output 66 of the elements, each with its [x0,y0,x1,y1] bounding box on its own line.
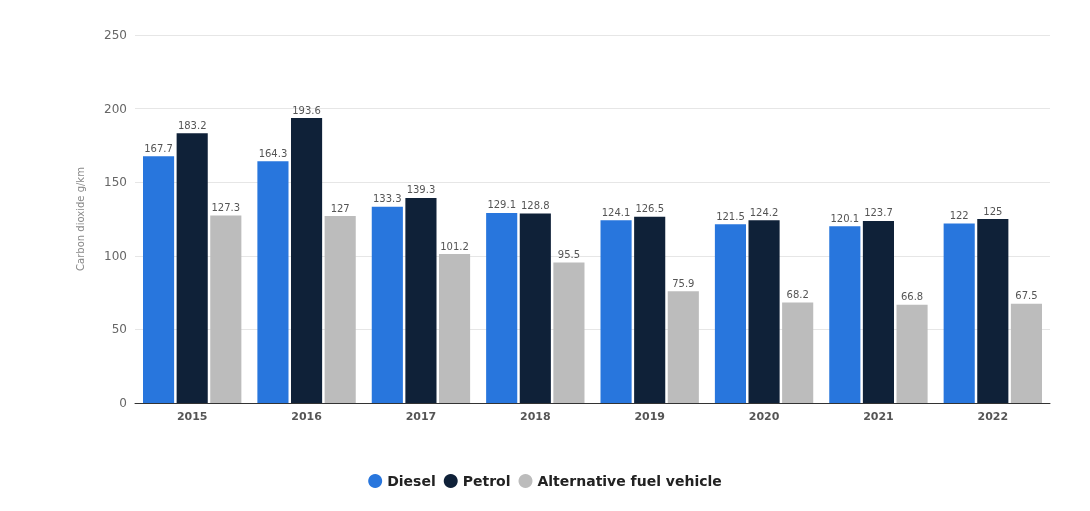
data-label: 66.8 [900,291,924,303]
bar [486,212,518,403]
bar [1010,303,1042,403]
bar [324,216,356,403]
data-label: 164.3 [258,147,288,159]
bar [210,215,242,403]
data-label: 167.7 [144,142,173,154]
legend-label: Diesel [387,473,436,489]
bar [862,220,894,403]
bar [748,220,780,403]
bar [519,213,551,403]
bar [371,206,403,403]
bar [782,302,814,403]
data-label: 124.1 [601,206,631,218]
x-tick-label: 2021 [863,410,894,423]
bar [405,197,437,403]
data-label: 121.5 [716,210,745,222]
data-label: 127.3 [211,202,241,214]
bar [553,262,585,403]
x-tick-label: 2019 [634,410,665,423]
data-label: 124.2 [749,206,779,218]
data-label: 75.9 [672,277,695,289]
bar [714,224,747,403]
y-tick-label: 150 [104,175,127,190]
legend-label: Alternative fuel vehicle [537,473,722,489]
data-label: 122 [949,209,969,221]
y-axis-title: Carbon dioxide g/km [74,167,86,271]
bar [176,133,208,403]
data-label: 123.7 [864,207,893,219]
bar [600,220,632,403]
legend-label: Petrol [462,473,511,489]
data-label: 67.5 [1015,290,1038,302]
data-label: 125 [983,205,1003,217]
bar [896,304,928,403]
x-tick-label: 2016 [291,410,323,423]
data-label: 193.6 [292,104,321,116]
x-tick-label: 2022 [977,410,1009,423]
y-tick-label: 0 [119,396,127,410]
x-tick-label: 2018 [520,410,551,423]
x-tick-label: 2015 [176,410,208,423]
y-tick-label: 50 [111,322,127,337]
bar [943,223,975,403]
x-tick-label: 2020 [748,410,780,423]
y-tick-label: 250 [104,28,127,42]
data-label: 68.2 [786,289,809,301]
data-label: 183.2 [177,119,207,131]
y-tick-label: 100 [104,248,127,263]
bar [257,161,289,403]
data-label: 129.1 [487,199,517,211]
bar [977,219,1009,403]
data-label: 101.2 [440,240,469,252]
data-label: 126.5 [635,203,665,215]
x-tick-label: 2017 [405,410,437,423]
data-label: 120.1 [830,212,860,224]
data-label: 128.8 [520,199,550,211]
bar [829,226,861,403]
bar [438,254,471,403]
y-tick-label: 200 [104,101,127,116]
data-label: 127 [330,202,350,214]
bar [143,156,175,403]
bar [634,216,666,403]
data-label: 139.3 [406,184,436,196]
bar [291,118,323,403]
data-label: 133.3 [373,193,402,205]
bar [667,291,699,403]
data-label: 95.5 [557,248,581,260]
